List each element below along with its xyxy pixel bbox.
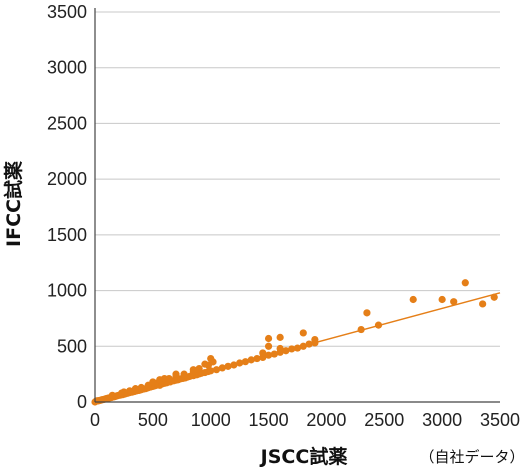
y-tick-labels: 0 500 1000 1500 2000 2500 3000 3500	[47, 2, 87, 412]
y-axis-title: IFCC試薬	[2, 161, 25, 247]
data-point	[207, 367, 215, 375]
x-tick-label: 500	[138, 410, 168, 430]
data-point	[131, 385, 140, 393]
data-point	[195, 364, 203, 373]
x-tick-label: 2000	[306, 410, 346, 430]
data-point	[172, 370, 180, 378]
axes	[94, 8, 500, 403]
data-point	[282, 347, 290, 355]
x-tick-label: 1000	[191, 410, 231, 430]
x-tick-label: 3000	[422, 410, 462, 430]
data-point	[461, 279, 469, 287]
data-point	[270, 350, 278, 358]
data-point	[247, 356, 255, 364]
data-point	[259, 349, 267, 357]
data-points	[91, 279, 498, 406]
data-point	[264, 342, 273, 350]
data-point	[438, 295, 446, 304]
data-point	[363, 309, 371, 317]
data-point	[156, 376, 164, 384]
y-tick-label: 500	[57, 336, 87, 356]
data-point	[299, 342, 307, 350]
y-tick-label: 2500	[47, 113, 87, 133]
data-point	[490, 293, 498, 301]
data-point	[264, 351, 273, 359]
data-point	[264, 334, 273, 343]
y-tick-label: 3000	[47, 58, 87, 78]
x-tick-label: 3500	[480, 410, 520, 430]
data-point	[236, 359, 244, 367]
data-point	[409, 295, 417, 304]
data-point	[293, 344, 302, 352]
y-tick-label: 1000	[47, 281, 87, 301]
x-tick-label: 2500	[364, 410, 404, 430]
data-point	[479, 300, 487, 308]
data-point	[137, 383, 145, 392]
x-tick-labels: 0 500 1000 1500 2000 2500 3000 3500	[90, 410, 520, 430]
x-axis-title: JSCC試薬	[259, 445, 348, 468]
data-point	[126, 387, 134, 395]
data-point	[201, 360, 209, 368]
data-point	[218, 364, 226, 372]
data-point	[207, 354, 215, 363]
data-point	[253, 354, 261, 363]
data-point	[276, 344, 284, 353]
data-point	[224, 362, 232, 370]
data-point	[212, 366, 221, 374]
y-tick-label: 1500	[47, 225, 87, 245]
data-point	[276, 333, 284, 341]
y-tick-label: 3500	[47, 2, 87, 22]
data-point	[305, 340, 313, 348]
data-point	[180, 370, 188, 378]
data-point	[357, 325, 365, 334]
data-point	[374, 321, 383, 329]
data-point	[149, 378, 157, 386]
data-source-note: （自社データ）	[419, 448, 524, 466]
data-point	[108, 391, 116, 399]
data-point	[230, 361, 238, 369]
data-point	[311, 336, 319, 344]
data-point	[241, 358, 250, 366]
data-point	[189, 366, 197, 374]
data-point	[288, 345, 296, 353]
gridlines	[95, 11, 500, 347]
x-tick-label: 1500	[249, 410, 289, 430]
data-point	[299, 329, 307, 337]
data-point	[450, 298, 458, 306]
data-point	[120, 388, 128, 396]
x-tick-label: 0	[90, 410, 100, 430]
y-tick-label: 2000	[47, 169, 87, 189]
y-tick-label: 0	[77, 392, 87, 412]
